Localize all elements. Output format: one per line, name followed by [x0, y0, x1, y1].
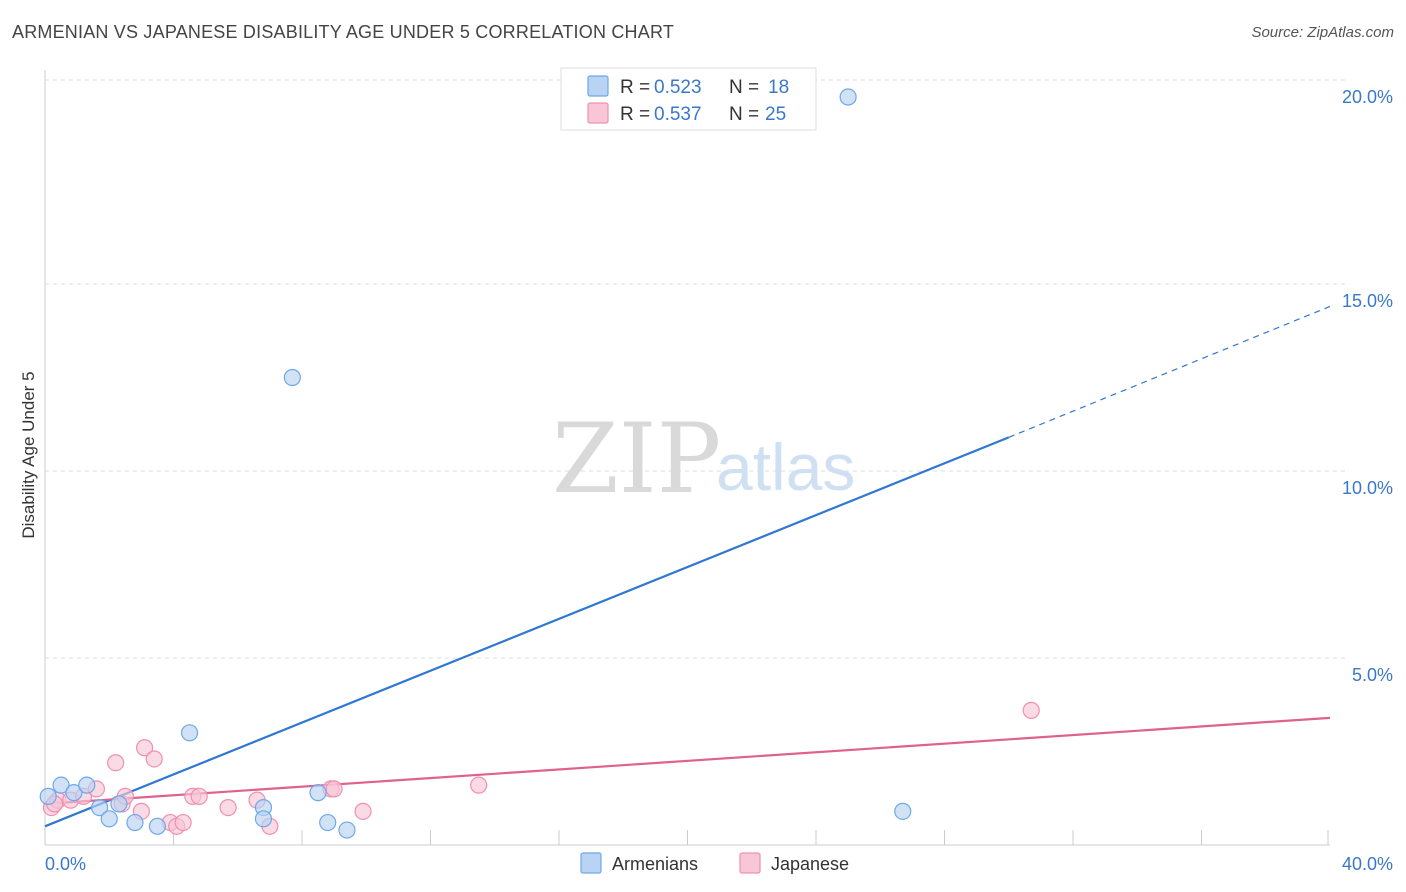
- legend-r-label-japanese: R =: [620, 104, 650, 125]
- data-point-japanese: [219, 798, 237, 817]
- legend-n-value-armenians: 18: [768, 77, 789, 98]
- tick-labels: 5.0% 10.0% 15.0% 20.0% 0.0% 40.0%: [45, 87, 1393, 874]
- bottom-legend-swatch-japanese: [739, 852, 761, 874]
- data-point-japanese: [135, 739, 154, 757]
- data-point-armenians: [100, 810, 118, 828]
- bottom-legend-swatch-armenians: [580, 852, 602, 874]
- bottom-legend-label-armenians: Armenians: [612, 854, 698, 874]
- data-point-armenians: [894, 802, 912, 820]
- data-point-armenians: [180, 724, 199, 742]
- data-point-japanese: [354, 802, 372, 820]
- watermark-zip: ZIP: [552, 403, 721, 515]
- y-tick-label: 20.0%: [1342, 87, 1393, 107]
- source-label: Source: ZipAtlas.com: [1251, 24, 1394, 41]
- bottom-legend-label-japanese: Japanese: [771, 854, 849, 874]
- data-point-armenians: [39, 787, 57, 805]
- data-points: [39, 88, 1040, 839]
- trend-lines: [44, 305, 1331, 828]
- data-point-armenians: [254, 810, 273, 828]
- data-point-japanese: [1022, 701, 1040, 719]
- x-tick-label: 0.0%: [45, 854, 86, 874]
- data-point-japanese: [107, 754, 125, 772]
- data-point-armenians: [78, 776, 96, 794]
- legend-n-value-japanese: 25: [765, 104, 786, 125]
- legend-swatch-armenians: [587, 75, 609, 97]
- legend-r-label-armenians: R =: [620, 77, 650, 98]
- data-point-armenians: [309, 784, 327, 802]
- legend-r-value-armenians: 0.523: [654, 77, 702, 98]
- x-tick-label: 40.0%: [1342, 854, 1393, 874]
- trend-line-armenians: [44, 436, 1010, 828]
- y-tick-label: 15.0%: [1342, 291, 1393, 311]
- data-point-japanese: [470, 776, 488, 794]
- data-point-japanese: [174, 813, 192, 832]
- data-point-armenians: [283, 368, 301, 387]
- data-point-armenians: [110, 795, 128, 813]
- legend-r-value-japanese: 0.537: [654, 104, 702, 125]
- y-tick-label: 5.0%: [1352, 665, 1393, 685]
- data-point-japanese: [190, 787, 208, 805]
- data-point-armenians: [91, 798, 109, 817]
- trend-line-armenians-extension: [1008, 305, 1331, 438]
- y-tick-label: 10.0%: [1342, 478, 1393, 498]
- data-point-armenians: [126, 813, 144, 832]
- data-point-armenians: [319, 813, 337, 832]
- data-point-armenians: [839, 88, 857, 106]
- trend-line-japanese: [44, 716, 1331, 805]
- watermark: ZIP atlas: [552, 403, 855, 515]
- grid-layer: [45, 79, 1345, 845]
- watermark-atlas: atlas: [716, 430, 855, 504]
- data-point-armenians: [52, 776, 70, 794]
- data-point-armenians: [148, 817, 167, 835]
- legend-box: R = 0.523 N = 18 R = 0.537 N = 25: [560, 67, 817, 131]
- axis-layer: [44, 70, 1330, 846]
- data-point-armenians: [65, 784, 83, 802]
- y-axis-label: Disability Age Under 5: [19, 371, 38, 538]
- legend-n-label-japanese: N =: [729, 104, 759, 125]
- data-point-japanese: [145, 750, 163, 768]
- data-point-japanese: [325, 780, 343, 798]
- bottom-legend: Armenians Japanese: [580, 852, 849, 874]
- legend-n-label-armenians: N =: [729, 77, 759, 98]
- chart-title: ARMENIAN VS JAPANESE DISABILITY AGE UNDE…: [12, 22, 675, 42]
- legend-swatch-japanese: [587, 102, 609, 124]
- data-point-armenians: [338, 821, 356, 839]
